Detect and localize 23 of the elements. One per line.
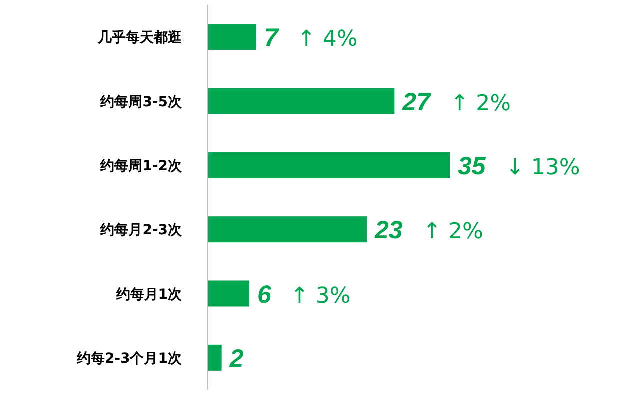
data-label: 27	[402, 88, 432, 116]
annotation: ↑ 3%	[290, 284, 351, 309]
y-tick-label: 几乎每天都逛	[97, 30, 183, 46]
data-label: 7	[264, 24, 280, 52]
bar	[208, 88, 395, 114]
bar	[208, 24, 256, 50]
y-tick-label: 约每周1-2次	[100, 158, 183, 174]
bar	[208, 152, 450, 178]
data-label: 2	[228, 344, 244, 373]
bar	[208, 280, 250, 307]
y-tick-label: 约每月2-3次	[100, 222, 183, 239]
text: ↓ 13%	[506, 155, 580, 180]
bar	[208, 216, 368, 243]
annotation: ↑ 2%	[423, 220, 484, 245]
data-label: 35	[458, 152, 487, 180]
data-label: 23	[374, 216, 403, 245]
y-tick-label: 约每月1次	[115, 286, 183, 303]
bar	[208, 344, 222, 371]
annotation: ↑ 4%	[297, 27, 358, 52]
y-tick-label: 约每周3-5次	[100, 94, 183, 110]
data-label: 6	[257, 280, 272, 309]
y-tick-label: 约每2-3个月1次	[76, 350, 183, 367]
text: ↑ 2%	[450, 91, 512, 116]
